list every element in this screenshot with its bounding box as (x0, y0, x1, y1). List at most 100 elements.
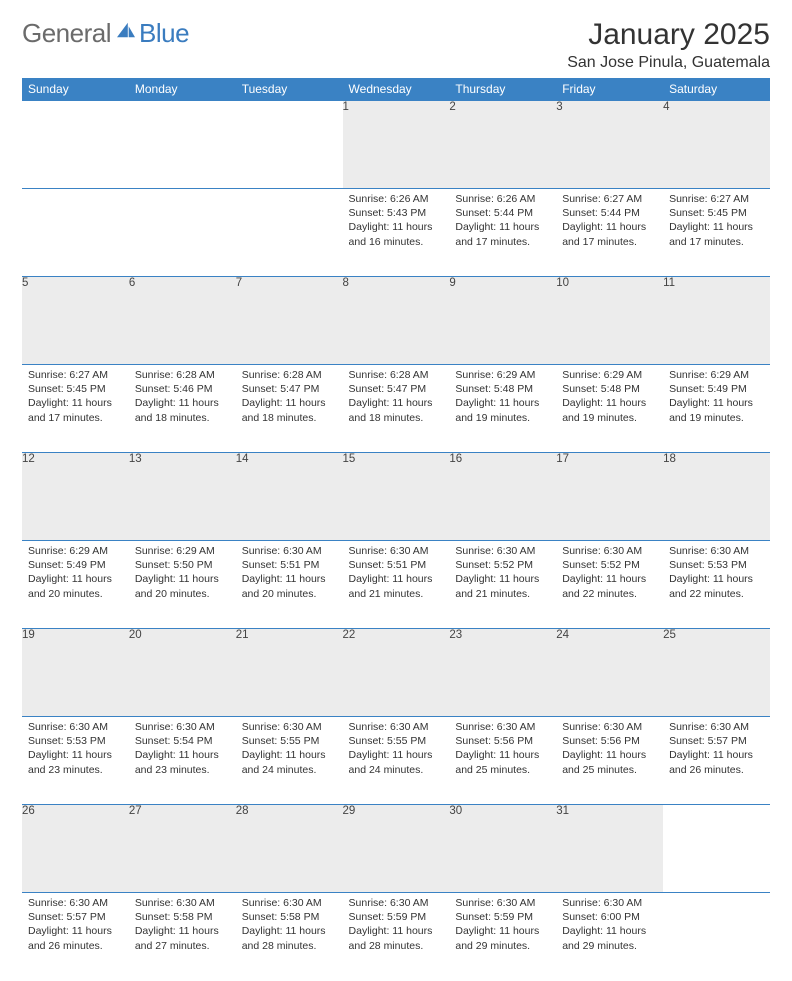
day-details: Sunrise: 6:30 AMSunset: 5:59 PMDaylight:… (449, 893, 556, 959)
day-details: Sunrise: 6:30 AMSunset: 5:54 PMDaylight:… (129, 717, 236, 783)
day-number-cell: 26 (22, 805, 129, 893)
day-content-cell: Sunrise: 6:30 AMSunset: 5:53 PMDaylight:… (663, 541, 770, 629)
day-number-cell: 14 (236, 453, 343, 541)
sunset-line: Sunset: 5:44 PM (562, 206, 657, 220)
sunset-line: Sunset: 5:53 PM (28, 734, 123, 748)
sunset-line: Sunset: 5:48 PM (455, 382, 550, 396)
daylight-line: Daylight: 11 hours and 20 minutes. (28, 572, 123, 600)
sunset-line: Sunset: 5:50 PM (135, 558, 230, 572)
daylight-line: Daylight: 11 hours and 18 minutes. (242, 396, 337, 424)
day-content-cell (663, 893, 770, 981)
day-content-cell (236, 189, 343, 277)
day-content-cell: Sunrise: 6:30 AMSunset: 5:55 PMDaylight:… (236, 717, 343, 805)
daylight-line: Daylight: 11 hours and 25 minutes. (455, 748, 550, 776)
daylight-line: Daylight: 11 hours and 19 minutes. (455, 396, 550, 424)
daylight-line: Daylight: 11 hours and 17 minutes. (562, 220, 657, 248)
brand-blue: Blue (139, 18, 189, 49)
day-content-cell: Sunrise: 6:30 AMSunset: 5:56 PMDaylight:… (556, 717, 663, 805)
day-content-cell: Sunrise: 6:30 AMSunset: 5:51 PMDaylight:… (236, 541, 343, 629)
day-number-cell: 28 (236, 805, 343, 893)
day-details: Sunrise: 6:30 AMSunset: 5:58 PMDaylight:… (236, 893, 343, 959)
day-number-row: 19202122232425 (22, 629, 770, 717)
brand-logo: General Blue (22, 18, 189, 49)
day-content-cell: Sunrise: 6:28 AMSunset: 5:47 PMDaylight:… (343, 365, 450, 453)
day-header: Thursday (449, 78, 556, 101)
day-content-cell: Sunrise: 6:30 AMSunset: 5:57 PMDaylight:… (22, 893, 129, 981)
day-number-cell: 3 (556, 101, 663, 189)
sunrise-line: Sunrise: 6:30 AM (669, 544, 764, 558)
sunset-line: Sunset: 5:53 PM (669, 558, 764, 572)
day-details: Sunrise: 6:30 AMSunset: 5:53 PMDaylight:… (663, 541, 770, 607)
daylight-line: Daylight: 11 hours and 18 minutes. (349, 396, 444, 424)
daylight-line: Daylight: 11 hours and 20 minutes. (242, 572, 337, 600)
daylight-line: Daylight: 11 hours and 19 minutes. (669, 396, 764, 424)
day-details: Sunrise: 6:30 AMSunset: 5:51 PMDaylight:… (343, 541, 450, 607)
day-content-cell: Sunrise: 6:29 AMSunset: 5:49 PMDaylight:… (22, 541, 129, 629)
daylight-line: Daylight: 11 hours and 22 minutes. (562, 572, 657, 600)
title-block: January 2025 San Jose Pinula, Guatemala (567, 18, 770, 72)
day-details: Sunrise: 6:30 AMSunset: 6:00 PMDaylight:… (556, 893, 663, 959)
daylight-line: Daylight: 11 hours and 29 minutes. (455, 924, 550, 952)
day-number-cell: 9 (449, 277, 556, 365)
day-content-cell: Sunrise: 6:30 AMSunset: 5:52 PMDaylight:… (556, 541, 663, 629)
day-number-cell: 22 (343, 629, 450, 717)
day-details: Sunrise: 6:29 AMSunset: 5:49 PMDaylight:… (663, 365, 770, 431)
day-content-cell: Sunrise: 6:29 AMSunset: 5:49 PMDaylight:… (663, 365, 770, 453)
day-number-cell: 30 (449, 805, 556, 893)
sunrise-line: Sunrise: 6:30 AM (242, 896, 337, 910)
day-header: Friday (556, 78, 663, 101)
sunrise-line: Sunrise: 6:26 AM (349, 192, 444, 206)
sunset-line: Sunset: 5:47 PM (349, 382, 444, 396)
calendar-body: 1234Sunrise: 6:26 AMSunset: 5:43 PMDayli… (22, 101, 770, 981)
day-details: Sunrise: 6:29 AMSunset: 5:48 PMDaylight:… (556, 365, 663, 431)
daylight-line: Daylight: 11 hours and 24 minutes. (242, 748, 337, 776)
day-number-cell: 11 (663, 277, 770, 365)
sunset-line: Sunset: 5:54 PM (135, 734, 230, 748)
day-number-cell (663, 805, 770, 893)
calendar-thead: SundayMondayTuesdayWednesdayThursdayFrid… (22, 78, 770, 101)
day-number-cell: 18 (663, 453, 770, 541)
day-content-row: Sunrise: 6:27 AMSunset: 5:45 PMDaylight:… (22, 365, 770, 453)
sunrise-line: Sunrise: 6:30 AM (562, 896, 657, 910)
day-number-cell: 6 (129, 277, 236, 365)
daylight-line: Daylight: 11 hours and 26 minutes. (669, 748, 764, 776)
day-number-cell: 21 (236, 629, 343, 717)
day-content-cell: Sunrise: 6:30 AMSunset: 5:52 PMDaylight:… (449, 541, 556, 629)
day-details: Sunrise: 6:30 AMSunset: 5:52 PMDaylight:… (449, 541, 556, 607)
sunrise-line: Sunrise: 6:30 AM (455, 544, 550, 558)
day-header: Tuesday (236, 78, 343, 101)
sunrise-line: Sunrise: 6:30 AM (349, 720, 444, 734)
daylight-line: Daylight: 11 hours and 28 minutes. (242, 924, 337, 952)
sunset-line: Sunset: 6:00 PM (562, 910, 657, 924)
day-number-cell: 10 (556, 277, 663, 365)
day-number-cell: 13 (129, 453, 236, 541)
day-details: Sunrise: 6:29 AMSunset: 5:50 PMDaylight:… (129, 541, 236, 607)
sunrise-line: Sunrise: 6:29 AM (28, 544, 123, 558)
daylight-line: Daylight: 11 hours and 24 minutes. (349, 748, 444, 776)
day-details: Sunrise: 6:30 AMSunset: 5:57 PMDaylight:… (663, 717, 770, 783)
daylight-line: Daylight: 11 hours and 23 minutes. (28, 748, 123, 776)
sunset-line: Sunset: 5:56 PM (562, 734, 657, 748)
sunrise-line: Sunrise: 6:30 AM (135, 896, 230, 910)
calendar-table: SundayMondayTuesdayWednesdayThursdayFrid… (22, 78, 770, 981)
sunset-line: Sunset: 5:48 PM (562, 382, 657, 396)
sunrise-line: Sunrise: 6:27 AM (669, 192, 764, 206)
day-content-cell: Sunrise: 6:30 AMSunset: 5:54 PMDaylight:… (129, 717, 236, 805)
day-content-cell: Sunrise: 6:26 AMSunset: 5:44 PMDaylight:… (449, 189, 556, 277)
day-content-cell: Sunrise: 6:26 AMSunset: 5:43 PMDaylight:… (343, 189, 450, 277)
day-number-cell: 27 (129, 805, 236, 893)
daylight-line: Daylight: 11 hours and 28 minutes. (349, 924, 444, 952)
month-title: January 2025 (567, 18, 770, 52)
sunset-line: Sunset: 5:49 PM (669, 382, 764, 396)
day-number-cell: 4 (663, 101, 770, 189)
sunrise-line: Sunrise: 6:30 AM (349, 896, 444, 910)
daylight-line: Daylight: 11 hours and 25 minutes. (562, 748, 657, 776)
day-details: Sunrise: 6:27 AMSunset: 5:44 PMDaylight:… (556, 189, 663, 255)
day-content-cell: Sunrise: 6:27 AMSunset: 5:45 PMDaylight:… (663, 189, 770, 277)
day-header: Monday (129, 78, 236, 101)
day-number-row: 1234 (22, 101, 770, 189)
day-number-cell: 31 (556, 805, 663, 893)
sail-icon (115, 21, 137, 39)
daylight-line: Daylight: 11 hours and 23 minutes. (135, 748, 230, 776)
day-content-row: Sunrise: 6:29 AMSunset: 5:49 PMDaylight:… (22, 541, 770, 629)
